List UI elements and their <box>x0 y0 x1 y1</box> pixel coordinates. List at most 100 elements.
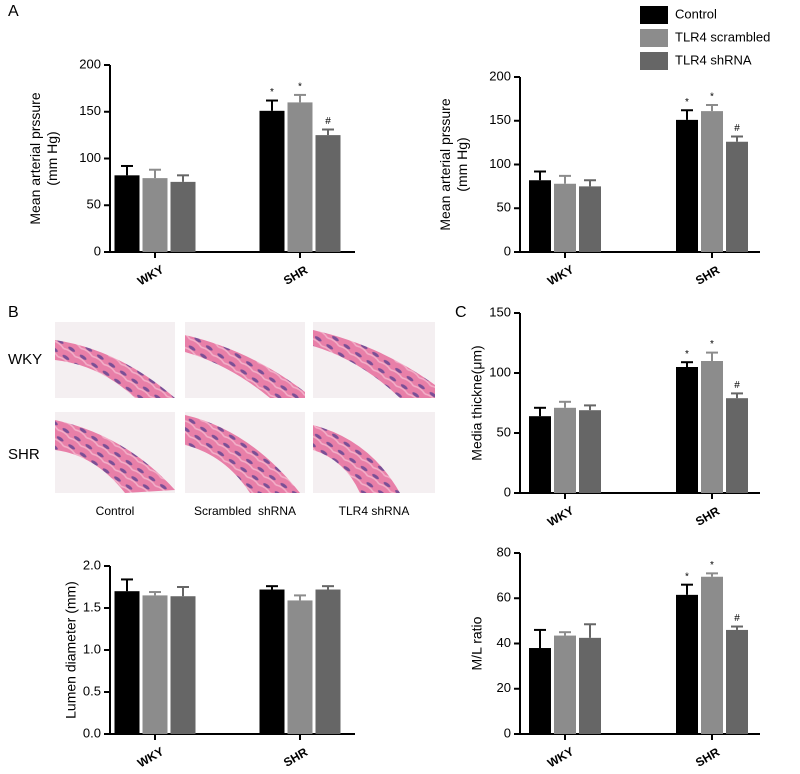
row-label: WKY <box>8 351 42 368</box>
bar <box>114 175 140 252</box>
bar <box>554 407 576 493</box>
y-tick-label: 0 <box>504 243 511 258</box>
bar <box>676 367 698 493</box>
x-tick-label: SHR <box>281 745 310 770</box>
y-tick-label: 100 <box>489 364 511 379</box>
y-tick-label: 150 <box>79 103 101 118</box>
bar <box>579 637 601 734</box>
legend-swatch <box>640 52 668 70</box>
legend-swatch <box>640 6 668 24</box>
y-axis-label: Mean arterial prssure <box>27 92 43 224</box>
x-tick-label: SHR <box>693 504 722 529</box>
significance-mark: * <box>710 339 714 350</box>
bar <box>529 416 551 493</box>
y-tick-label: 20 <box>497 680 511 695</box>
significance-mark: * <box>685 571 689 582</box>
bar <box>701 111 723 252</box>
bar <box>259 589 285 734</box>
y-tick-label: 50 <box>87 197 101 212</box>
y-tick-label: 200 <box>79 56 101 71</box>
y-tick-label: 200 <box>489 68 511 83</box>
y-tick-label: 60 <box>497 590 511 605</box>
legend-label: TLR4 scrambled <box>675 29 770 44</box>
micrograph <box>55 322 175 398</box>
y-tick-label: 40 <box>497 635 511 650</box>
y-tick-label: 50 <box>497 424 511 439</box>
bar <box>315 589 341 734</box>
significance-mark: * <box>685 349 689 360</box>
y-axis-label: (mm Hg) <box>44 131 60 185</box>
micrograph <box>55 412 175 493</box>
row-label: SHR <box>8 446 40 463</box>
micrograph <box>185 412 305 493</box>
y-tick-label: 2.0 <box>83 557 101 572</box>
micrograph <box>313 322 435 398</box>
significance-mark: # <box>734 613 740 624</box>
significance-mark: * <box>270 87 274 98</box>
bar <box>529 648 551 734</box>
bar <box>579 186 601 252</box>
y-axis-label: M/L ratio <box>469 616 485 670</box>
bar <box>726 398 748 493</box>
column-label: Scrambled shRNA <box>194 504 296 518</box>
histology: WKY SHR Control Scrambled shRNA TLR4 shR… <box>8 322 435 518</box>
panel-letter: B <box>8 304 19 321</box>
y-tick-label: 150 <box>489 112 511 127</box>
x-tick-label: WKY <box>545 744 576 770</box>
x-tick-label: WKY <box>135 262 166 288</box>
y-axis-label: (mm Hg) <box>454 137 470 191</box>
bar <box>676 594 698 734</box>
bar <box>287 102 313 253</box>
bar <box>554 635 576 734</box>
x-tick-label: WKY <box>545 503 576 529</box>
significance-mark: * <box>710 92 714 103</box>
y-axis-label: Mean arterial prssure <box>437 98 453 230</box>
bar <box>142 595 168 734</box>
y-tick-label: 0.0 <box>83 725 101 740</box>
legend-label: TLR4 shRNA <box>675 52 752 67</box>
significance-mark: # <box>734 123 740 134</box>
significance-mark: * <box>710 560 714 571</box>
y-tick-label: 0.5 <box>83 683 101 698</box>
bar <box>701 576 723 734</box>
column-label: TLR4 shRNA <box>339 504 410 518</box>
significance-mark: # <box>734 380 740 391</box>
x-tick-label: SHR <box>281 263 310 288</box>
bar <box>170 596 196 734</box>
legend-swatch <box>640 29 668 47</box>
x-tick-label: SHR <box>693 263 722 288</box>
y-tick-label: 80 <box>497 544 511 559</box>
bar <box>170 181 196 252</box>
x-tick-label: SHR <box>693 745 722 770</box>
bar <box>726 141 748 252</box>
significance-mark: * <box>685 97 689 108</box>
micrograph <box>313 412 435 493</box>
x-tick-label: WKY <box>135 744 166 770</box>
y-axis-label: Lumen diameter (mm) <box>63 581 79 719</box>
y-tick-label: 50 <box>497 200 511 215</box>
bar <box>259 110 285 252</box>
y-tick-label: 0 <box>504 484 511 499</box>
y-tick-label: 1.5 <box>83 599 101 614</box>
legend-label: Control <box>675 6 717 21</box>
bar <box>529 180 551 252</box>
bar <box>315 135 341 252</box>
y-tick-label: 0 <box>504 725 511 740</box>
y-tick-label: 0 <box>94 243 101 258</box>
column-label: Control <box>96 504 135 518</box>
bar <box>726 629 748 734</box>
y-tick-label: 100 <box>79 150 101 165</box>
x-tick-label: WKY <box>545 262 576 288</box>
bar <box>676 119 698 252</box>
bar <box>287 600 313 734</box>
bar <box>114 591 140 734</box>
bar <box>554 183 576 252</box>
panel-letter: C <box>455 304 467 321</box>
y-tick-label: 150 <box>489 304 511 319</box>
y-tick-label: 1.0 <box>83 641 101 656</box>
panel-letter: A <box>8 3 19 20</box>
y-tick-label: 100 <box>489 156 511 171</box>
bar <box>579 410 601 493</box>
significance-mark: * <box>298 82 302 93</box>
